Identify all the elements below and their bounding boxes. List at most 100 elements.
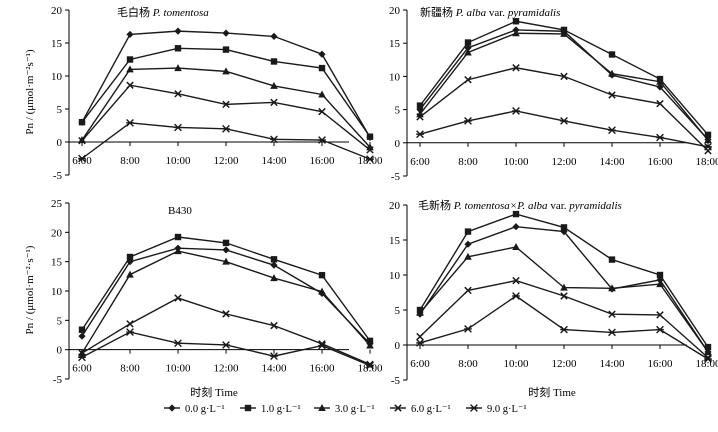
data-point — [318, 341, 326, 350]
legend-marker — [394, 404, 402, 412]
series-1 — [78, 233, 374, 345]
x-tick-label: 10:00 — [165, 155, 191, 167]
data-point — [78, 326, 86, 333]
data-point — [608, 126, 616, 135]
x-tick-label: 12:00 — [551, 156, 577, 168]
data-point — [464, 116, 472, 125]
legend-label: 6.0 g·L⁻¹ — [411, 404, 451, 415]
x-tick-label: 14:00 — [599, 358, 625, 370]
panel-hybrid: -5 0 5 10 15 20 6:00 8:00 10:00 12:00 14:00 16:00 18… — [389, 198, 718, 399]
data-point — [174, 247, 182, 255]
data-point — [704, 343, 712, 351]
panel-title: 毛新杨 P. tomentosa×P. alba var. pyramidali… — [418, 198, 622, 212]
data-point — [366, 361, 374, 370]
data-point — [560, 29, 568, 37]
y-tick-label: 15 — [389, 235, 401, 247]
series-line — [81, 331, 371, 367]
data-point — [656, 280, 664, 288]
data-point — [416, 332, 424, 341]
series-4 — [416, 292, 712, 363]
x-tick-label: 12:00 — [213, 155, 239, 167]
data-point — [318, 136, 326, 144]
data-point — [270, 135, 278, 144]
y-tick-label: 10 — [389, 270, 401, 282]
data-point — [512, 223, 520, 231]
data-point — [608, 256, 616, 263]
x-tick-label: 12:00 — [551, 358, 577, 370]
panel-title-var: var. — [548, 200, 570, 212]
series-0 — [78, 27, 374, 141]
x-tick-label: 8:00 — [120, 155, 140, 167]
x-tick-label: 8:00 — [458, 156, 478, 168]
data-point — [656, 325, 664, 334]
data-point — [270, 32, 278, 40]
y-tick-label: 15 — [51, 38, 63, 50]
x-tick-label: 6:00 — [72, 155, 92, 167]
data-point — [560, 116, 568, 125]
legend-marker — [470, 404, 478, 412]
series-line — [419, 20, 709, 136]
data-point — [608, 69, 616, 77]
data-point — [608, 310, 616, 318]
data-point — [222, 46, 230, 53]
panel-title-var: var. — [486, 7, 508, 19]
panel-title-var-name: pyramidalis — [568, 200, 622, 212]
data-point — [416, 308, 424, 316]
panel-title: B430 — [168, 205, 192, 217]
data-point — [608, 284, 616, 292]
data-point — [512, 276, 520, 285]
data-point — [366, 337, 374, 345]
series-line — [81, 250, 371, 354]
x-tick-label: 6:00 — [72, 363, 92, 375]
data-point — [656, 311, 664, 319]
data-point — [656, 271, 664, 279]
y-tick-label: 20 — [389, 5, 401, 17]
data-point — [464, 39, 472, 46]
data-point — [416, 102, 424, 109]
data-point — [270, 256, 278, 263]
data-point — [78, 119, 86, 126]
series-line — [419, 295, 709, 360]
x-tick-label: 18:00 — [695, 358, 718, 370]
data-point — [318, 64, 326, 72]
data-point — [560, 224, 568, 231]
legend: 0.0 g·L⁻¹ 1.0 g·L⁻¹ 3.0 g·L⁻¹ 6.0 g·L⁻¹ 9.0 … — [164, 404, 527, 415]
legend-marker — [168, 404, 176, 412]
x-tick-label: 16:00 — [309, 155, 335, 167]
data-point — [512, 292, 520, 300]
data-point — [174, 90, 182, 98]
data-point — [464, 48, 472, 56]
y-tick-label: 0 — [395, 138, 401, 150]
y-tick-label: 5 — [57, 104, 63, 116]
data-point — [366, 146, 374, 154]
data-point — [126, 320, 134, 328]
data-point — [222, 124, 230, 133]
panel-alba-pyramidalis: -5 0 5 10 15 20 6:00 8:00 10:00 12:00 14:00 16:00 18… — [389, 5, 718, 183]
data-point — [704, 355, 712, 363]
panel-b430: -5 0 5 10 15 20 25 6:00 8:00 10:00 12:00 14:00 16:00… — [24, 198, 383, 399]
data-point — [608, 328, 616, 337]
x-tick-label: 16:00 — [647, 358, 673, 370]
y-tick-label: 0 — [57, 137, 63, 149]
data-point — [656, 276, 664, 284]
series-line — [81, 67, 371, 148]
data-point — [318, 271, 326, 279]
data-point — [222, 341, 230, 349]
data-point — [512, 243, 520, 250]
x-tick-label: 12:00 — [213, 363, 239, 375]
data-point — [656, 83, 664, 91]
x-tick-label: 16:00 — [309, 363, 335, 375]
y-tick-label: 5 — [57, 315, 63, 327]
x-tick-label: 18:00 — [357, 155, 383, 167]
y-axis-label: Pn / (μmol·m⁻²·s⁻¹) — [24, 245, 36, 334]
legend-marker — [318, 404, 326, 411]
x-tick-label: 18:00 — [357, 363, 383, 375]
data-point — [126, 118, 134, 127]
data-point — [512, 64, 520, 72]
series-4 — [78, 328, 374, 370]
x-tick-label: 8:00 — [458, 358, 478, 370]
data-point — [704, 142, 712, 151]
data-point — [78, 136, 86, 144]
y-tick-label: 25 — [51, 198, 63, 210]
data-point — [270, 321, 278, 330]
